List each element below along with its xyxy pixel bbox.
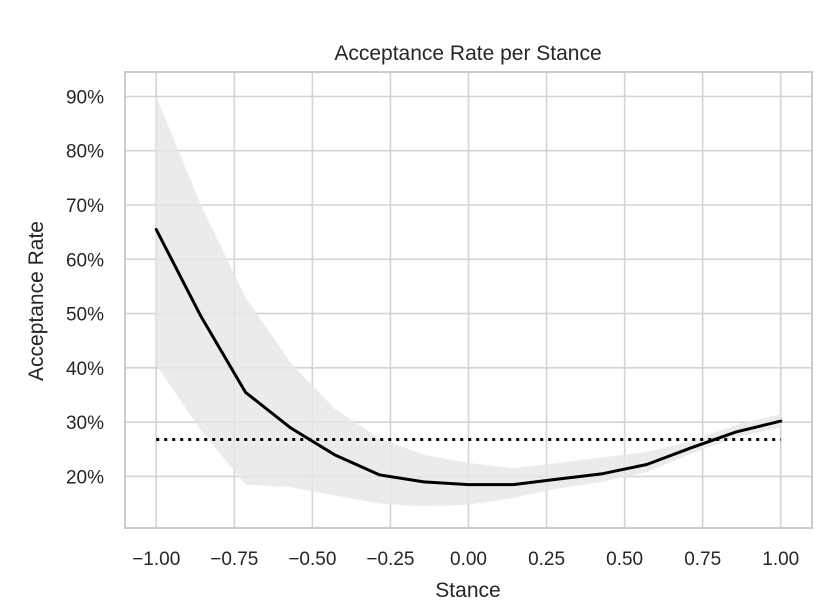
y-axis-label: Acceptance Rate xyxy=(25,221,48,381)
confidence-band xyxy=(156,96,781,507)
y-tick-label: 80% xyxy=(66,142,104,163)
y-tick-label: 50% xyxy=(66,305,104,326)
y-tick-label: 20% xyxy=(66,467,104,488)
x-tick-labels: −1.00 −0.75 −0.50 −0.25 0.00 0.25 0.50 0.75 1.00 xyxy=(132,549,799,570)
x-tick-label: −0.50 xyxy=(288,549,336,570)
y-tick-labels: 20% 30% 40% 50% 60% 70% 80% 90% xyxy=(66,87,104,488)
lines-group xyxy=(154,227,783,487)
x-tick-label: 1.00 xyxy=(762,549,799,570)
x-tick-label: 0.50 xyxy=(606,549,643,570)
y-tick-label: 30% xyxy=(66,413,104,434)
chart-title: Acceptance Rate per Stance xyxy=(334,42,601,65)
confidence-band-group xyxy=(156,96,781,507)
plot-frame xyxy=(124,71,813,529)
x-tick-label: −0.75 xyxy=(210,549,258,570)
y-tick-label: 40% xyxy=(66,359,104,380)
x-axis-label: Stance xyxy=(435,579,500,602)
y-tick-label: 60% xyxy=(66,250,104,271)
x-tick-label: −1.00 xyxy=(132,549,180,570)
series-line xyxy=(154,227,783,487)
x-tick-label: 0.75 xyxy=(684,549,721,570)
x-tick-label: 0.00 xyxy=(450,549,487,570)
y-tick-label: 90% xyxy=(66,87,104,108)
x-tick-label: −0.25 xyxy=(366,549,414,570)
x-tick-label: 0.25 xyxy=(528,549,565,570)
y-tick-label: 70% xyxy=(66,196,104,217)
